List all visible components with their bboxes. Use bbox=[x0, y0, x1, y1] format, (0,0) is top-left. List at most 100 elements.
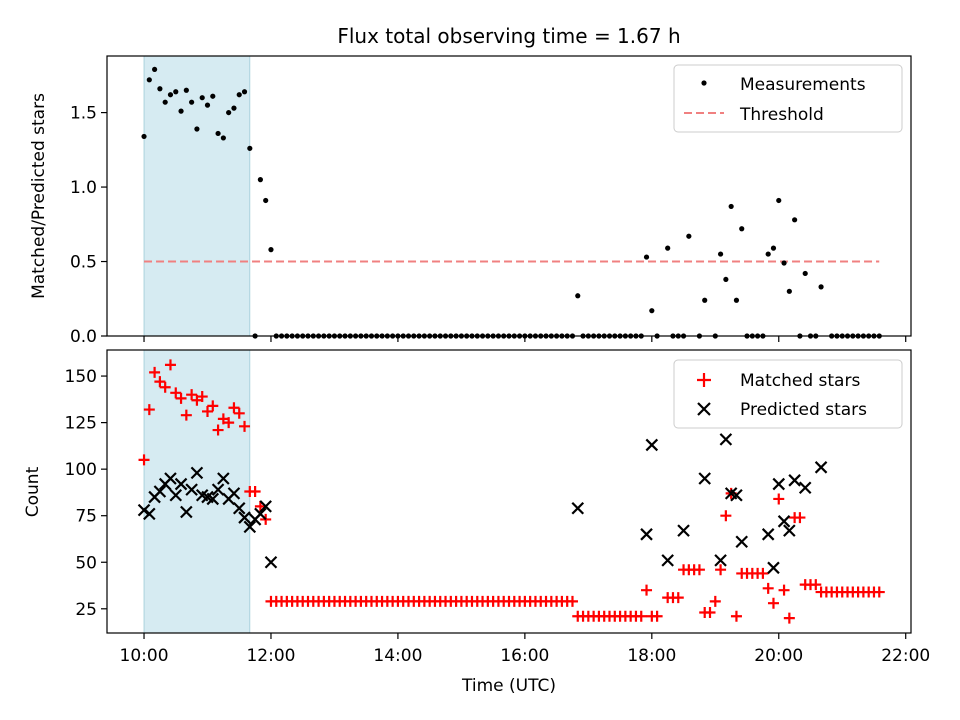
measurement-point bbox=[241, 89, 248, 95]
matched-star-point bbox=[778, 584, 790, 596]
predicted-star-point bbox=[153, 485, 167, 498]
legend-measurements-label: Measurements bbox=[740, 75, 866, 95]
bottom-y-tick-label: 75 bbox=[75, 507, 97, 527]
measurement-point bbox=[173, 89, 179, 95]
measurement-point bbox=[220, 135, 226, 141]
predicted-star-point bbox=[243, 520, 257, 534]
matched-star-point bbox=[566, 595, 578, 607]
legend-predicted-marker bbox=[697, 402, 711, 416]
matched-star-point bbox=[180, 409, 192, 421]
measurement-point bbox=[162, 99, 168, 105]
x-tick-label: 16:00 bbox=[500, 646, 549, 666]
predicted-star-point bbox=[719, 433, 733, 446]
measurement-point bbox=[702, 297, 708, 303]
predicted-star-point bbox=[164, 472, 177, 485]
measurement-point bbox=[765, 251, 771, 257]
matched-star-point bbox=[773, 493, 785, 505]
matched-star-point bbox=[154, 376, 166, 388]
bottom-plot-frame bbox=[106, 349, 912, 634]
matched-star-point bbox=[704, 607, 716, 619]
top-legend: Measurements Threshold bbox=[673, 64, 903, 133]
predicted-star-point bbox=[143, 507, 156, 521]
matched-star-point bbox=[159, 381, 171, 393]
top-y-tick-label: 0.0 bbox=[70, 327, 97, 347]
x-tick-label: 12:00 bbox=[246, 646, 295, 666]
measurement-point bbox=[236, 92, 242, 98]
top-panel: 0.0 0.5 1.0 1.5 Matched/Predicted stars Mea… bbox=[29, 55, 912, 347]
matched-star-point bbox=[212, 424, 224, 436]
measurement-point bbox=[776, 197, 782, 204]
bottom-legend: Matched stars Predicted stars bbox=[673, 359, 903, 429]
top-y-tick-label: 1.5 bbox=[70, 104, 97, 124]
predicted-star-point bbox=[217, 472, 230, 485]
measurement-point bbox=[157, 86, 163, 92]
predicted-star-point bbox=[238, 511, 251, 524]
matched-star-point bbox=[149, 366, 161, 378]
predicted-star-point bbox=[227, 487, 241, 500]
predicted-star-point bbox=[169, 488, 183, 502]
measurement-point bbox=[786, 288, 792, 294]
bottom-y-tick-label: 25 bbox=[75, 600, 97, 620]
predicted-star-point bbox=[645, 438, 659, 452]
predicted-star-point bbox=[259, 500, 272, 513]
predicted-star-point bbox=[185, 483, 198, 496]
x-tick-label: 20:00 bbox=[754, 646, 803, 666]
matched-star-point bbox=[202, 405, 213, 417]
bottom-x-axis: 10:00 12:00 14:00 16:00 18:00 20:00 22:00 bbox=[120, 633, 930, 666]
matched-star-point bbox=[249, 486, 261, 497]
legend-threshold-label: Threshold bbox=[739, 105, 824, 125]
bottom-y-tick-label: 150 bbox=[65, 367, 97, 387]
measurement-point bbox=[268, 247, 274, 253]
matched-star-point bbox=[715, 564, 727, 576]
predicted-star-point bbox=[206, 492, 220, 506]
matched-star-point bbox=[233, 407, 245, 419]
predicted-star-point bbox=[571, 501, 585, 515]
predicted-star-point bbox=[180, 505, 193, 519]
measurement-point bbox=[215, 130, 221, 137]
measurement-point bbox=[728, 203, 734, 210]
predicted-star-point bbox=[798, 481, 812, 495]
matched-star-point bbox=[223, 417, 235, 429]
matched-star-point bbox=[170, 387, 182, 399]
top-y-axis: 0.0 0.5 1.0 1.5 bbox=[70, 104, 107, 347]
measurement-point bbox=[210, 93, 216, 99]
matched-star-point bbox=[254, 500, 266, 512]
top-plot-frame bbox=[106, 55, 912, 337]
measurement-point bbox=[781, 260, 787, 266]
matched-star-point bbox=[693, 564, 705, 576]
measurement-point bbox=[226, 109, 232, 116]
bottom-legend-box bbox=[673, 359, 903, 429]
predicted-star-point bbox=[735, 535, 749, 549]
predicted-star-point bbox=[232, 501, 246, 515]
measurement-point bbox=[189, 99, 195, 105]
measurement-point bbox=[178, 108, 184, 114]
predicted-star-point bbox=[788, 474, 801, 487]
predicted-star-point bbox=[814, 461, 828, 474]
matched-star-point bbox=[138, 454, 150, 466]
predicted-star-point bbox=[714, 554, 727, 567]
measurement-point bbox=[665, 245, 671, 251]
matched-star-point bbox=[767, 597, 779, 609]
matched-star-point bbox=[672, 592, 684, 604]
top-y-tick-label: 1.0 bbox=[70, 178, 97, 198]
matched-star-point bbox=[207, 400, 219, 412]
predicted-star-point bbox=[190, 466, 204, 480]
legend-predicted-label: Predicted stars bbox=[740, 400, 867, 420]
x-tick-label: 22:00 bbox=[881, 646, 930, 666]
top-legend-box bbox=[673, 64, 903, 133]
measurement-point bbox=[204, 102, 211, 108]
bottom-y-tick-label: 50 bbox=[75, 553, 97, 573]
top-highlight-span bbox=[143, 55, 251, 337]
matched-star-point bbox=[794, 512, 806, 524]
matched-points bbox=[138, 359, 885, 624]
measurement-point bbox=[194, 126, 200, 132]
legend-matched-label: Matched stars bbox=[740, 371, 860, 391]
matched-star-point bbox=[873, 586, 885, 598]
measurement-point bbox=[199, 95, 205, 101]
predicted-star-point bbox=[677, 524, 690, 537]
measurement-point bbox=[643, 254, 650, 260]
predicted-points bbox=[137, 433, 828, 575]
x-tick-label: 10:00 bbox=[120, 646, 169, 666]
top-x-ticks bbox=[143, 336, 907, 342]
top-points bbox=[141, 66, 882, 339]
